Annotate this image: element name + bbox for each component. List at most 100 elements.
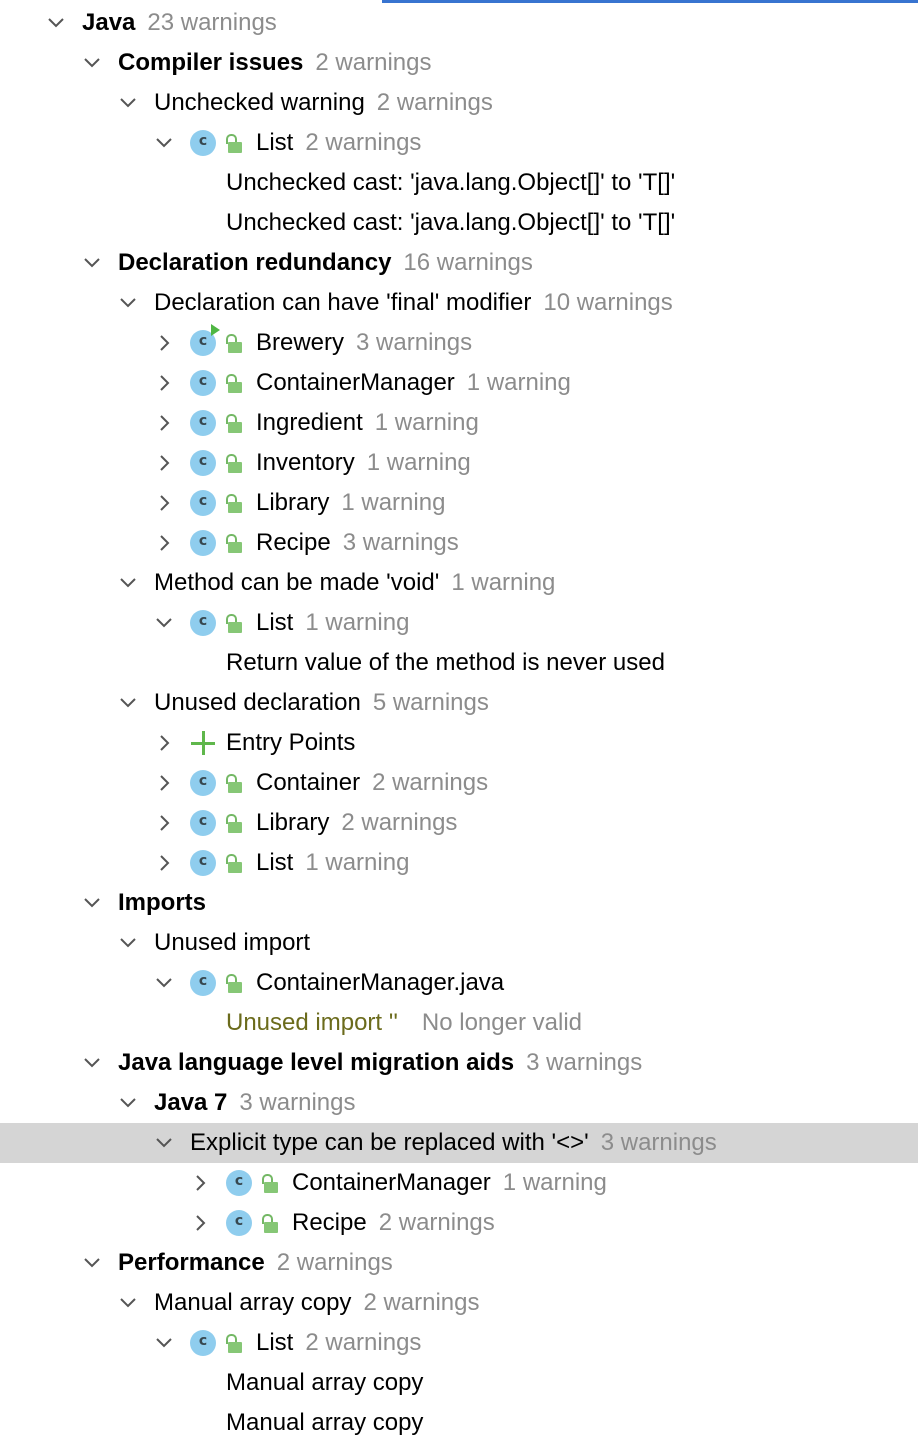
- node-label: Entry Points: [226, 729, 356, 756]
- tree-node-diamond-selected[interactable]: Explicit type can be replaced with '<>' …: [0, 1123, 918, 1163]
- problem-item[interactable]: Unused import '' No longer valid: [0, 1003, 918, 1043]
- tree-node-imports[interactable]: Imports: [0, 883, 918, 923]
- tree-node-class-list[interactable]: c List 2 warnings: [0, 123, 918, 163]
- warning-count: 1 warning: [305, 849, 410, 876]
- tree-node-class-brewery[interactable]: c Brewery 3 warnings: [0, 323, 918, 363]
- tree-node-class-containermanager[interactable]: c ContainerManager 1 warning: [0, 1163, 918, 1203]
- chevron-down-icon[interactable]: [118, 293, 138, 313]
- chevron-down-icon[interactable]: [154, 1133, 174, 1153]
- lock-icon: [224, 413, 242, 433]
- chevron-down-icon[interactable]: [82, 53, 102, 73]
- tree-node-java7[interactable]: Java 7 3 warnings: [0, 1083, 918, 1123]
- chevron-down-icon[interactable]: [82, 893, 102, 913]
- chevron-down-icon[interactable]: [118, 693, 138, 713]
- chevron-down-icon[interactable]: [154, 613, 174, 633]
- tree-node-class-library[interactable]: c Library 1 warning: [0, 483, 918, 523]
- class-icon: c: [190, 970, 216, 996]
- chevron-right-icon[interactable]: [154, 373, 174, 393]
- problem-item[interactable]: Return value of the method is never used: [0, 643, 918, 683]
- problem-item[interactable]: Manual array copy: [0, 1363, 918, 1403]
- tree-node-class-list[interactable]: c List 2 warnings: [0, 1323, 918, 1363]
- warning-count: 1 warning: [502, 1169, 607, 1196]
- tree-node-manual-array-copy[interactable]: Manual array copy 2 warnings: [0, 1283, 918, 1323]
- chevron-right-icon[interactable]: [154, 773, 174, 793]
- node-label: List: [256, 1329, 294, 1356]
- status-text: No longer valid: [421, 1009, 582, 1036]
- chevron-down-icon[interactable]: [82, 1253, 102, 1273]
- lock-icon: [260, 1173, 278, 1193]
- node-label: Unchecked warning: [154, 89, 365, 116]
- chevron-right-icon[interactable]: [154, 413, 174, 433]
- chevron-down-icon[interactable]: [82, 1053, 102, 1073]
- warning-count: 3 warnings: [356, 329, 473, 356]
- node-label: Declaration can have 'final' modifier: [154, 289, 532, 316]
- chevron-right-icon[interactable]: [154, 733, 174, 753]
- chevron-right-icon[interactable]: [190, 1213, 210, 1233]
- chevron-down-icon[interactable]: [118, 573, 138, 593]
- chevron-right-icon[interactable]: [190, 1173, 210, 1193]
- lock-icon: [224, 493, 242, 513]
- tree-node-class-list[interactable]: c List 1 warning: [0, 603, 918, 643]
- chevron-down-icon[interactable]: [118, 93, 138, 113]
- chevron-down-icon[interactable]: [154, 1333, 174, 1353]
- node-label: List: [256, 849, 294, 876]
- tree-node-file-containermanager[interactable]: c ContainerManager.java: [0, 963, 918, 1003]
- node-label: Java: [82, 9, 136, 36]
- node-label: Inventory: [256, 449, 355, 476]
- class-icon: c: [190, 530, 216, 556]
- chevron-down-icon[interactable]: [118, 933, 138, 953]
- class-icon: c: [226, 1170, 252, 1196]
- warning-count: 3 warnings: [526, 1049, 643, 1076]
- node-label: Brewery: [256, 329, 345, 356]
- problem-item[interactable]: Unchecked cast: 'java.lang.Object[]' to …: [0, 163, 918, 203]
- problem-item[interactable]: Unchecked cast: 'java.lang.Object[]' to …: [0, 203, 918, 243]
- tree-node-class-container[interactable]: c Container 2 warnings: [0, 763, 918, 803]
- chevron-right-icon[interactable]: [154, 853, 174, 873]
- tree-node-class-inventory[interactable]: c Inventory 1 warning: [0, 443, 918, 483]
- tree-node-migration-aids[interactable]: Java language level migration aids 3 war…: [0, 1043, 918, 1083]
- tree-node-performance[interactable]: Performance 2 warnings: [0, 1243, 918, 1283]
- chevron-right-icon[interactable]: [154, 813, 174, 833]
- chevron-down-icon[interactable]: [154, 133, 174, 153]
- chevron-down-icon[interactable]: [118, 1293, 138, 1313]
- lock-icon: [224, 813, 242, 833]
- warning-count: 1 warning: [341, 489, 446, 516]
- tree-node-declaration-redundancy[interactable]: Declaration redundancy 16 warnings: [0, 243, 918, 283]
- tree-node-class-recipe[interactable]: c Recipe 2 warnings: [0, 1203, 918, 1243]
- chevron-down-icon[interactable]: [46, 13, 66, 33]
- problem-description: Unchecked cast: 'java.lang.Object[]' to …: [226, 209, 676, 236]
- node-label: List: [256, 129, 294, 156]
- tree-node-entry-points[interactable]: Entry Points: [0, 723, 918, 763]
- problem-item[interactable]: Manual array copy: [0, 1403, 918, 1443]
- tree-node-class-list[interactable]: c List 1 warning: [0, 843, 918, 883]
- warning-count: 1 warning: [451, 569, 556, 596]
- chevron-down-icon[interactable]: [154, 973, 174, 993]
- node-label: Container: [256, 769, 361, 796]
- class-icon: c: [190, 410, 216, 436]
- lock-icon: [224, 333, 242, 353]
- tree-node-unused-declaration[interactable]: Unused declaration 5 warnings: [0, 683, 918, 723]
- tree-node-class-library[interactable]: c Library 2 warnings: [0, 803, 918, 843]
- tree-node-java[interactable]: Java 23 warnings: [0, 3, 918, 43]
- node-label: ContainerManager: [292, 1169, 491, 1196]
- tree-node-final-modifier[interactable]: Declaration can have 'final' modifier 10…: [0, 283, 918, 323]
- tree-node-compiler-issues[interactable]: Compiler issues 2 warnings: [0, 43, 918, 83]
- chevron-right-icon[interactable]: [154, 453, 174, 473]
- chevron-down-icon[interactable]: [118, 1093, 138, 1113]
- tree-node-unused-import[interactable]: Unused import: [0, 923, 918, 963]
- tree-node-method-void[interactable]: Method can be made 'void' 1 warning: [0, 563, 918, 603]
- chevron-right-icon[interactable]: [154, 533, 174, 553]
- node-label: ContainerManager: [256, 369, 455, 396]
- tree-node-class-containermanager[interactable]: c ContainerManager 1 warning: [0, 363, 918, 403]
- warning-count: 3 warnings: [239, 1089, 356, 1116]
- class-icon: c: [190, 370, 216, 396]
- class-icon: c: [190, 610, 216, 636]
- warning-count: 2 warnings: [276, 1249, 393, 1276]
- lock-icon: [224, 533, 242, 553]
- chevron-right-icon[interactable]: [154, 493, 174, 513]
- tree-node-unchecked-warning[interactable]: Unchecked warning 2 warnings: [0, 83, 918, 123]
- tree-node-class-ingredient[interactable]: c Ingredient 1 warning: [0, 403, 918, 443]
- tree-node-class-recipe[interactable]: c Recipe 3 warnings: [0, 523, 918, 563]
- chevron-right-icon[interactable]: [154, 333, 174, 353]
- chevron-down-icon[interactable]: [82, 253, 102, 273]
